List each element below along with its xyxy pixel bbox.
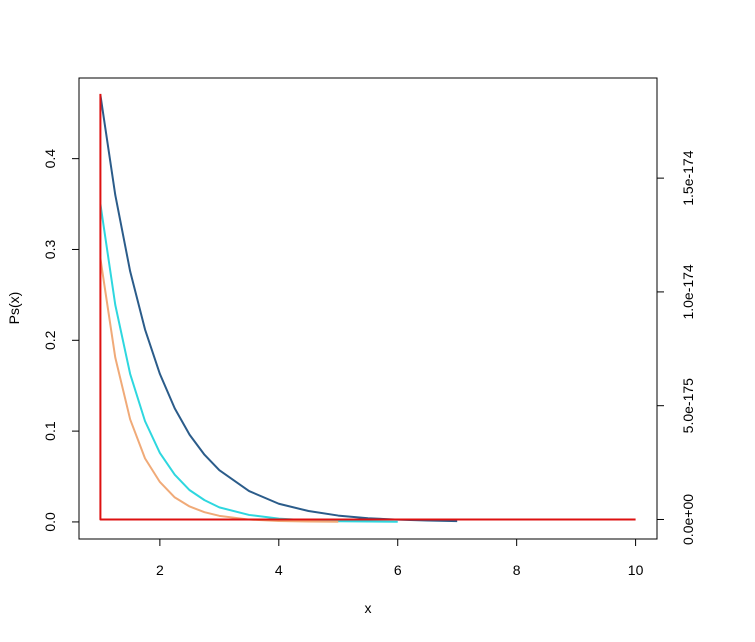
x-axis-label: x — [365, 600, 372, 616]
x-axis: 2 4 6 8 10 — [156, 538, 644, 578]
series-line-1 — [99, 94, 458, 523]
series-layer — [99, 93, 636, 523]
x-tick-label: 2 — [156, 562, 164, 578]
y2-tick-label: 0.0e+00 — [680, 494, 696, 545]
y-axis-left: 0.0 0.1 0.2 0.3 0.4 — [42, 149, 80, 532]
y-tick-label: 0.0 — [42, 512, 58, 532]
y-axis-label: Ps(x) — [6, 292, 22, 325]
series-line-2 — [99, 203, 398, 523]
plot-frame — [78, 77, 658, 540]
series-line-3 — [99, 258, 339, 523]
x-tick-label: 8 — [513, 562, 521, 578]
y2-tick-label: 5.0e-175 — [680, 378, 696, 433]
x-tick-label: 6 — [394, 562, 402, 578]
y2-tick-label: 1.0e-174 — [680, 264, 696, 319]
y-tick-label: 0.3 — [42, 240, 58, 260]
y-tick-label: 0.2 — [42, 330, 58, 350]
y-axis-right: 0.0e+00 5.0e-175 1.0e-174 1.5e-174 — [656, 150, 696, 545]
x-tick-label: 10 — [628, 562, 644, 578]
x-tick-label: 4 — [275, 562, 283, 578]
y2-tick-label: 1.5e-174 — [680, 150, 696, 205]
y-tick-label: 0.4 — [42, 149, 58, 169]
series-line-4 — [99, 93, 636, 521]
y-tick-label: 0.1 — [42, 421, 58, 441]
